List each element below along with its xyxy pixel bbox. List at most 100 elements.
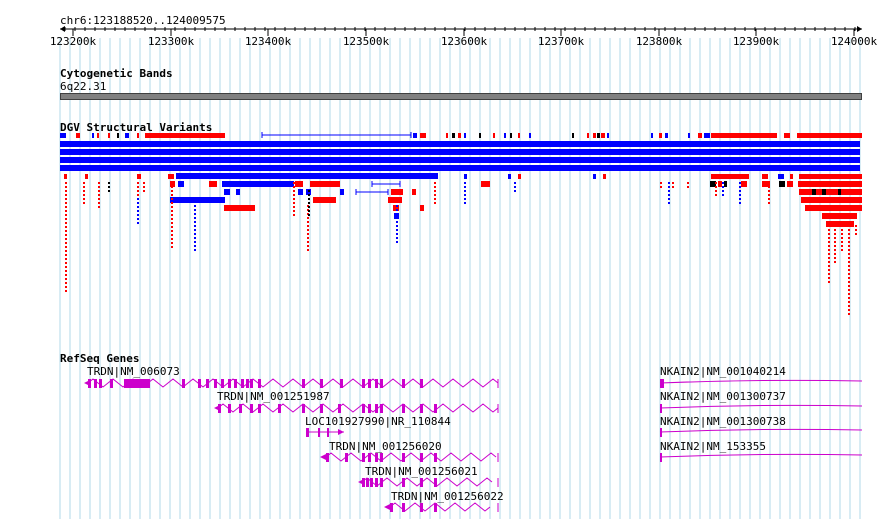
dgv-variant — [60, 133, 66, 138]
dgv-variant — [828, 277, 830, 279]
dgv-variant — [65, 254, 67, 256]
dgv-variant — [841, 229, 843, 231]
dgv-variant — [171, 190, 173, 192]
dgv-variant — [308, 198, 310, 200]
coordinate-ruler[interactable]: 123200k 123300k 123400k 123500k 123600k 12370… — [0, 0, 890, 60]
dgv-variant — [171, 242, 173, 244]
gene-intron — [659, 428, 863, 433]
dgv-variant — [168, 174, 174, 179]
dgv-variant — [171, 222, 173, 224]
gene-intron — [659, 379, 863, 384]
dgv-variant — [834, 241, 836, 243]
dgv-variant — [391, 189, 403, 195]
gene-label[interactable]: NKAIN2|NM_153355 — [660, 440, 766, 453]
gene-exon — [278, 404, 281, 413]
dgv-variant — [853, 213, 857, 219]
gene-exon — [326, 453, 329, 462]
gene-exon — [380, 478, 383, 487]
dgv-variant — [171, 218, 173, 220]
gene-intron — [217, 403, 499, 413]
gene-label[interactable]: NKAIN2|NM_001040214 — [660, 365, 786, 378]
dgv-variant — [834, 253, 836, 255]
gene-exon — [258, 404, 261, 413]
dgv-variant — [394, 213, 399, 219]
dgv-variant — [65, 230, 67, 232]
dgv-variant — [828, 225, 830, 227]
dgv-variant — [514, 182, 516, 184]
dgv-variant — [607, 133, 609, 138]
dgv-variant — [137, 133, 139, 138]
gene-exon — [258, 379, 261, 388]
dgv-variant — [514, 186, 516, 188]
dgv-variant — [724, 181, 727, 187]
gene-label[interactable]: TRDN|NM_001251987 — [217, 390, 330, 403]
dgv-variant — [739, 190, 741, 192]
gene-exon — [250, 379, 253, 388]
dgv-variant — [848, 233, 850, 235]
dgv-variant — [659, 133, 662, 138]
dgv-variant — [828, 237, 830, 239]
dgv-variant — [137, 198, 139, 200]
dgv-variant — [98, 206, 100, 208]
dgv-variant — [194, 237, 196, 239]
dgv-variant — [108, 190, 110, 192]
gene-label[interactable]: TRDN|NM_001256022 — [391, 490, 504, 503]
gene-label[interactable]: TRDN|NM_001256021 — [365, 465, 478, 478]
gene-exon — [434, 453, 437, 462]
dgv-variant — [65, 186, 67, 188]
dgv-variant — [396, 225, 398, 227]
dgv-variant — [715, 190, 717, 192]
cytoband-bar[interactable] — [60, 93, 862, 100]
dgv-variant — [848, 273, 850, 275]
dgv-variant — [137, 202, 139, 204]
dgv-variant — [834, 233, 836, 235]
dgv-variant — [83, 194, 85, 196]
dgv-variant — [826, 221, 854, 227]
gene-label[interactable]: TRDN|NM_006073 — [87, 365, 180, 378]
gene-label[interactable]: NKAIN2|NM_001300738 — [660, 415, 786, 428]
gene-exon — [110, 379, 113, 388]
gene-exon — [370, 478, 373, 487]
dgv-variant — [828, 253, 830, 255]
dgv-variant — [848, 245, 850, 247]
dgv-variant — [434, 198, 436, 200]
dgv-variant — [799, 189, 862, 195]
dgv-variant — [194, 217, 196, 219]
dgv-variant — [822, 213, 856, 219]
gene-label[interactable]: NKAIN2|NM_001300737 — [660, 390, 786, 403]
dgv-variant — [434, 186, 436, 188]
gene-exon — [362, 478, 365, 487]
dgv-variant — [834, 261, 836, 263]
dgv-variant — [848, 225, 850, 227]
gene-label[interactable]: LOC101927990|NR_110844 — [305, 415, 451, 428]
dgv-variant — [65, 222, 67, 224]
dgv-variant — [848, 301, 850, 303]
gene-exon — [434, 478, 437, 487]
gene-intron — [361, 477, 493, 487]
dgv-variant — [307, 249, 309, 251]
dgv-variant — [98, 202, 100, 204]
dgv-variant — [224, 205, 255, 211]
dgv-variant — [143, 190, 145, 192]
dgv-variant — [601, 133, 605, 138]
dgv-variant — [171, 246, 173, 248]
dgv-variant — [464, 198, 466, 200]
dgv-variant — [739, 194, 741, 196]
gene-exon — [206, 379, 209, 388]
dgv-variant — [171, 226, 173, 228]
dgv-variant — [293, 194, 295, 196]
dgv-variant — [224, 189, 230, 195]
dgv-variant — [805, 205, 862, 211]
gene-exon — [124, 379, 149, 388]
dgv-variant — [92, 133, 94, 138]
dgv-variant — [236, 189, 240, 195]
dgv-variant — [739, 182, 741, 184]
dgv-variant — [137, 174, 141, 179]
dgv-variant — [60, 149, 860, 155]
dgv-variant — [171, 202, 173, 204]
dgv-variant — [313, 197, 336, 203]
gene-label[interactable]: TRDN|NM_001256020 — [329, 440, 442, 453]
